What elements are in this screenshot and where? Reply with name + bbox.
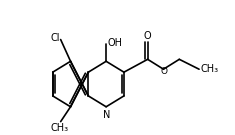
- Text: O: O: [161, 67, 168, 76]
- Text: N: N: [103, 110, 111, 120]
- Text: OH: OH: [107, 38, 122, 48]
- Text: Cl: Cl: [50, 33, 60, 43]
- Text: CH₃: CH₃: [51, 123, 69, 133]
- Text: CH₃: CH₃: [200, 64, 218, 74]
- Text: O: O: [144, 31, 152, 40]
